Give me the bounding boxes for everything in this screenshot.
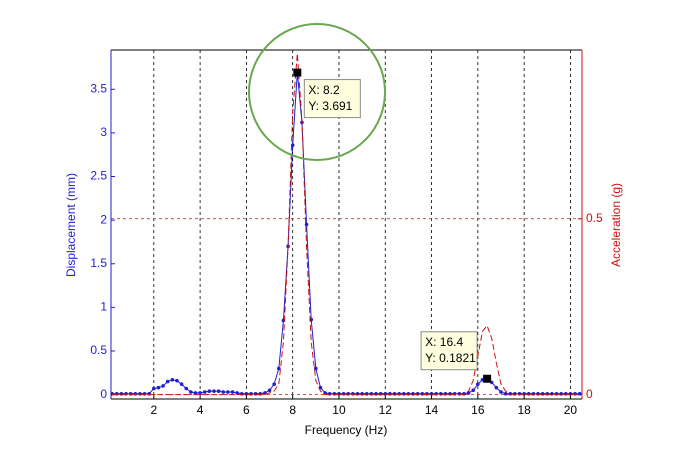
data-point <box>503 391 508 396</box>
data-point <box>392 391 397 396</box>
x-tick-label: 10 <box>332 403 346 417</box>
y2-tick-label: 0 <box>586 387 593 401</box>
series-line <box>112 53 580 396</box>
x-tick-label: 4 <box>197 403 204 417</box>
data-point <box>193 391 198 395</box>
data-tip-box <box>303 79 361 119</box>
highlight-circle <box>248 23 386 161</box>
data-point <box>156 385 161 390</box>
data-point <box>314 366 318 371</box>
data-point <box>499 390 503 394</box>
data-tip-x: X: 16.4 <box>425 335 463 349</box>
data-point <box>471 388 476 393</box>
y-tick-label: 2.5 <box>90 169 107 183</box>
data-point <box>559 391 563 396</box>
data-point <box>304 222 309 227</box>
data-point <box>568 391 573 396</box>
data-point <box>198 391 202 395</box>
data-tip-marker <box>293 68 302 77</box>
data-point <box>577 391 582 396</box>
data-point <box>272 382 276 386</box>
y2-tick-label: 0.5 <box>586 211 603 225</box>
data-point <box>165 379 170 384</box>
data-point <box>374 391 378 396</box>
data-point <box>189 390 193 394</box>
data-point <box>476 382 480 386</box>
data-tip-y: Y: 3.691 <box>308 99 352 113</box>
y-tick-label: 0 <box>100 387 107 401</box>
data-point <box>161 384 165 388</box>
data-tip-box <box>420 331 478 371</box>
data-point <box>202 390 207 394</box>
data-point <box>170 378 175 382</box>
y-tick-label: 1.5 <box>90 256 107 270</box>
data-point <box>383 391 388 396</box>
data-point <box>212 389 216 393</box>
data-point <box>267 388 272 393</box>
x-tick-label: 20 <box>564 403 578 417</box>
x-tick-label: 2 <box>150 403 157 417</box>
y-axis-label: Displacement (mm) <box>64 173 78 277</box>
data-point <box>175 378 179 383</box>
x-tick-label: 16 <box>471 403 485 417</box>
y-tick-label: 3 <box>100 125 107 139</box>
data-point <box>216 389 221 393</box>
y-tick-label: 0.5 <box>90 343 107 357</box>
x-tick-label: 8 <box>289 403 296 417</box>
data-point <box>226 390 230 394</box>
data-point <box>184 386 189 391</box>
x-tick-label: 12 <box>379 403 393 417</box>
data-point <box>207 389 212 393</box>
data-tip-marker <box>483 374 492 383</box>
x-tick-label: 6 <box>243 403 250 417</box>
data-point <box>230 390 235 394</box>
y-tick-label: 2 <box>100 212 107 226</box>
y-tick-label: 1 <box>100 300 107 314</box>
x-tick-label: 18 <box>517 403 531 417</box>
data-tip-x: X: 8.2 <box>308 83 340 97</box>
x-axis-label: Frequency (Hz) <box>305 423 388 437</box>
data-point <box>179 382 184 386</box>
data-point <box>221 390 226 394</box>
data-point <box>277 366 281 371</box>
data-point <box>401 391 406 396</box>
y-tick-label: 3.5 <box>90 81 107 95</box>
data-point <box>235 391 239 395</box>
data-tip-y: Y: 0.1821 <box>425 351 476 365</box>
y2-axis-label: Acceleration (g) <box>609 183 623 267</box>
data-point <box>152 386 156 391</box>
x-tick-label: 14 <box>425 403 439 417</box>
data-point <box>494 385 499 390</box>
